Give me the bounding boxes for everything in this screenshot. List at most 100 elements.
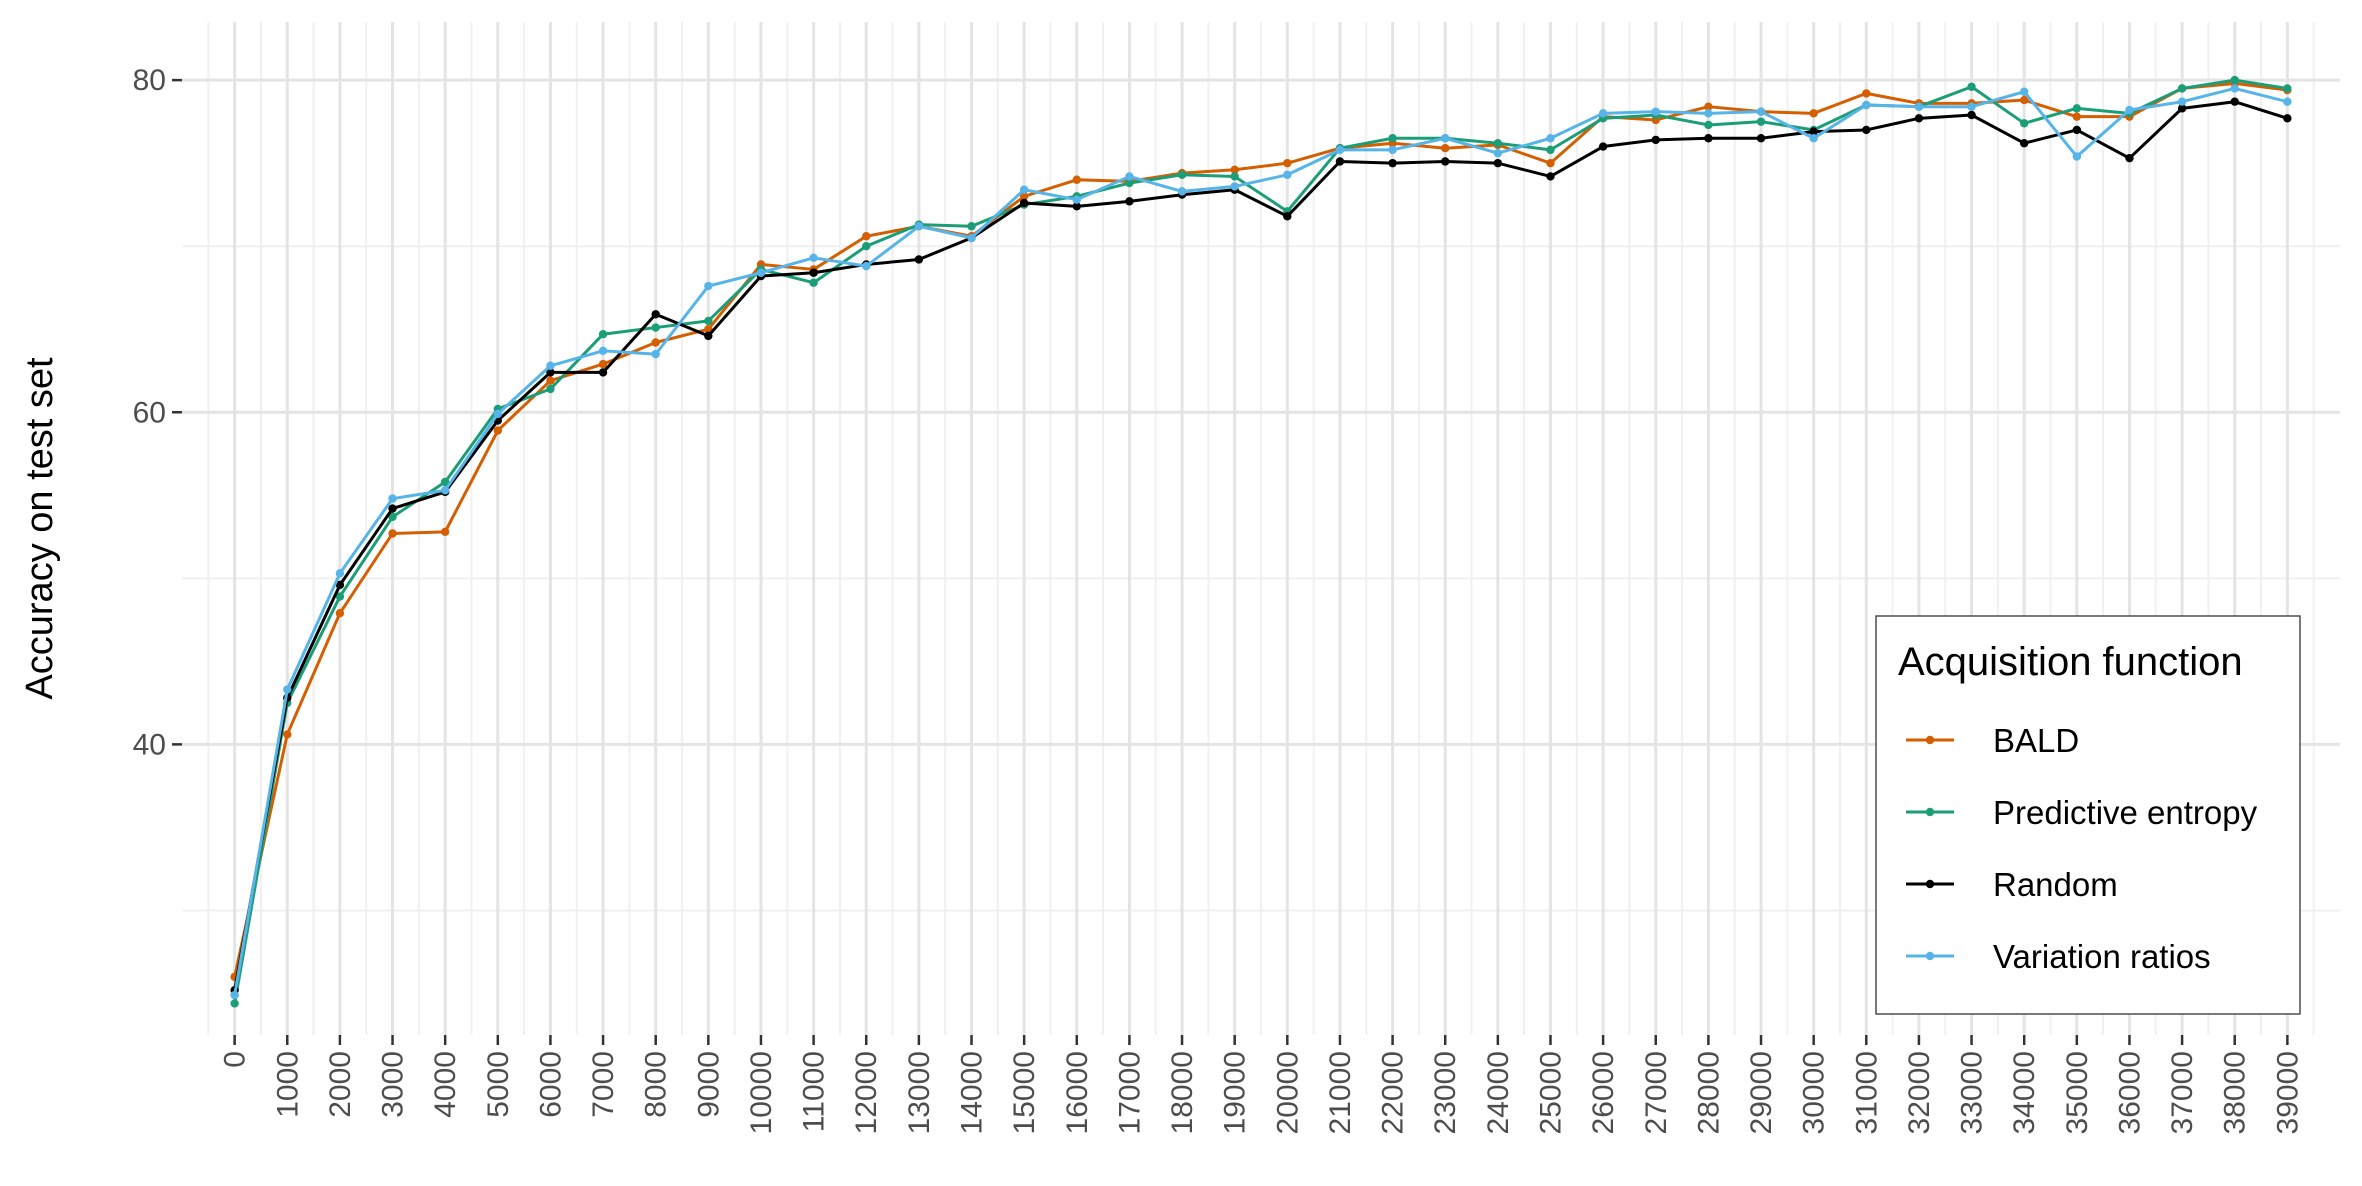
- series-lines: [230, 75, 2292, 1008]
- data-point-variation-ratios: [388, 494, 397, 503]
- data-point-random: [2177, 104, 2187, 113]
- data-point-variation-ratios: [230, 990, 239, 1000]
- data-point-predictive-entropy: [1493, 139, 1503, 148]
- data-point-random: [2072, 125, 2082, 135]
- x-tick-label: 14000: [956, 1051, 989, 1134]
- x-tick-label: 15000: [1008, 1051, 1041, 1134]
- data-point-random: [2125, 153, 2134, 163]
- data-point-random: [1756, 134, 1766, 143]
- data-point-bald: [1283, 158, 1292, 168]
- data-point-bald: [1809, 109, 1818, 118]
- data-point-predictive-entropy: [1704, 120, 1713, 130]
- data-point-variation-ratios: [914, 222, 924, 231]
- x-tick-label: 31000: [1850, 1051, 1883, 1134]
- data-point-bald: [388, 529, 397, 538]
- data-point-predictive-entropy: [862, 241, 871, 251]
- series-line-random: [233, 100, 2288, 991]
- data-point-bald: [1230, 165, 1239, 174]
- legend-label: BALD: [1993, 722, 2079, 759]
- data-point-variation-ratios: [2072, 152, 2082, 161]
- x-tick-label: 10000: [745, 1051, 778, 1134]
- data-point-predictive-entropy: [335, 592, 345, 601]
- data-point-predictive-entropy: [2230, 75, 2239, 85]
- data-point-variation-ratios: [1230, 182, 1239, 191]
- x-tick-label: 23000: [1429, 1051, 1462, 1134]
- legend-key-point: [1925, 807, 1935, 817]
- data-point-bald: [335, 608, 345, 618]
- data-point-bald: [862, 232, 871, 241]
- data-point-variation-ratios: [283, 685, 292, 694]
- data-point-random: [1441, 157, 1450, 166]
- data-point-random: [651, 310, 660, 319]
- x-tick-label: 0: [219, 1051, 252, 1068]
- data-point-random: [388, 504, 397, 513]
- data-point-random: [1388, 158, 1397, 168]
- data-point-predictive-entropy: [1125, 178, 1134, 188]
- x-tick-label: 4000: [429, 1051, 462, 1118]
- x-tick-label: 28000: [1692, 1051, 1725, 1134]
- data-point-predictive-entropy: [967, 222, 976, 231]
- data-point-variation-ratios: [1704, 109, 1713, 118]
- data-point-variation-ratios: [1177, 187, 1187, 196]
- x-tick-label: 13000: [903, 1051, 936, 1134]
- data-point-predictive-entropy: [1756, 117, 1766, 126]
- data-point-random: [546, 368, 555, 377]
- data-point-random: [1967, 110, 1976, 120]
- data-point-bald: [1019, 192, 1029, 201]
- data-point-variation-ratios: [2125, 105, 2134, 115]
- data-point-bald: [1072, 175, 1081, 184]
- data-point-variation-ratios: [1809, 134, 1818, 143]
- data-point-predictive-entropy: [2177, 84, 2187, 93]
- data-point-bald: [1441, 144, 1450, 153]
- data-point-random: [1493, 158, 1503, 168]
- series-line-predictive-entropy: [233, 78, 2288, 1004]
- data-point-random: [1072, 202, 1081, 211]
- x-tick-label: 36000: [2113, 1051, 2146, 1134]
- legend-title: Acquisition function: [1898, 640, 2243, 684]
- data-point-bald: [2019, 95, 2029, 105]
- data-point-bald: [283, 730, 292, 739]
- data-point-variation-ratios: [1967, 102, 1976, 111]
- x-tick-label: 38000: [2219, 1051, 2252, 1134]
- legend: Acquisition function BALD Predictive entro…: [1875, 615, 2301, 1015]
- legend-key-point: [1925, 735, 1935, 745]
- x-tick-label: 9000: [692, 1051, 725, 1118]
- data-point-variation-ratios: [1125, 172, 1134, 181]
- legend-item-predictive-entropy: Predictive entropy: [1906, 794, 2258, 831]
- data-point-variation-ratios: [2019, 87, 2029, 96]
- data-point-random: [2283, 114, 2292, 123]
- x-tick-label: 6000: [534, 1051, 567, 1118]
- data-point-variation-ratios: [1598, 109, 1608, 118]
- x-tick-label: 11000: [798, 1051, 831, 1132]
- data-point-random: [1704, 134, 1713, 143]
- data-point-random: [1546, 172, 1555, 181]
- data-point-bald: [1546, 158, 1555, 168]
- data-point-variation-ratios: [335, 569, 345, 578]
- data-point-predictive-entropy: [809, 278, 818, 287]
- x-tick-label: 21000: [1324, 1051, 1357, 1134]
- data-point-random: [335, 580, 345, 590]
- x-tick-label: 22000: [1377, 1051, 1410, 1134]
- x-tick-label: 26000: [1587, 1051, 1620, 1134]
- data-point-predictive-entropy: [1546, 145, 1555, 155]
- x-tick-label: 2000: [324, 1051, 357, 1118]
- legend-item-variation-ratios: Variation ratios: [1906, 938, 2211, 975]
- data-point-bald: [440, 527, 450, 537]
- data-point-variation-ratios: [546, 361, 555, 370]
- legend-label: Variation ratios: [1993, 938, 2211, 975]
- data-point-variation-ratios: [1651, 107, 1660, 116]
- data-point-variation-ratios: [1756, 107, 1766, 116]
- data-point-variation-ratios: [1441, 134, 1450, 143]
- data-point-variation-ratios: [1335, 145, 1345, 155]
- data-point-variation-ratios: [1283, 170, 1292, 179]
- data-point-predictive-entropy: [546, 384, 555, 394]
- x-tick-label: 3000: [377, 1051, 410, 1118]
- data-point-variation-ratios: [2230, 84, 2239, 93]
- data-point-variation-ratios: [704, 281, 713, 291]
- data-point-random: [1125, 197, 1134, 206]
- data-point-predictive-entropy: [2019, 119, 2029, 128]
- data-point-predictive-entropy: [651, 323, 660, 332]
- data-point-predictive-entropy: [704, 316, 713, 326]
- data-point-random: [2230, 97, 2239, 106]
